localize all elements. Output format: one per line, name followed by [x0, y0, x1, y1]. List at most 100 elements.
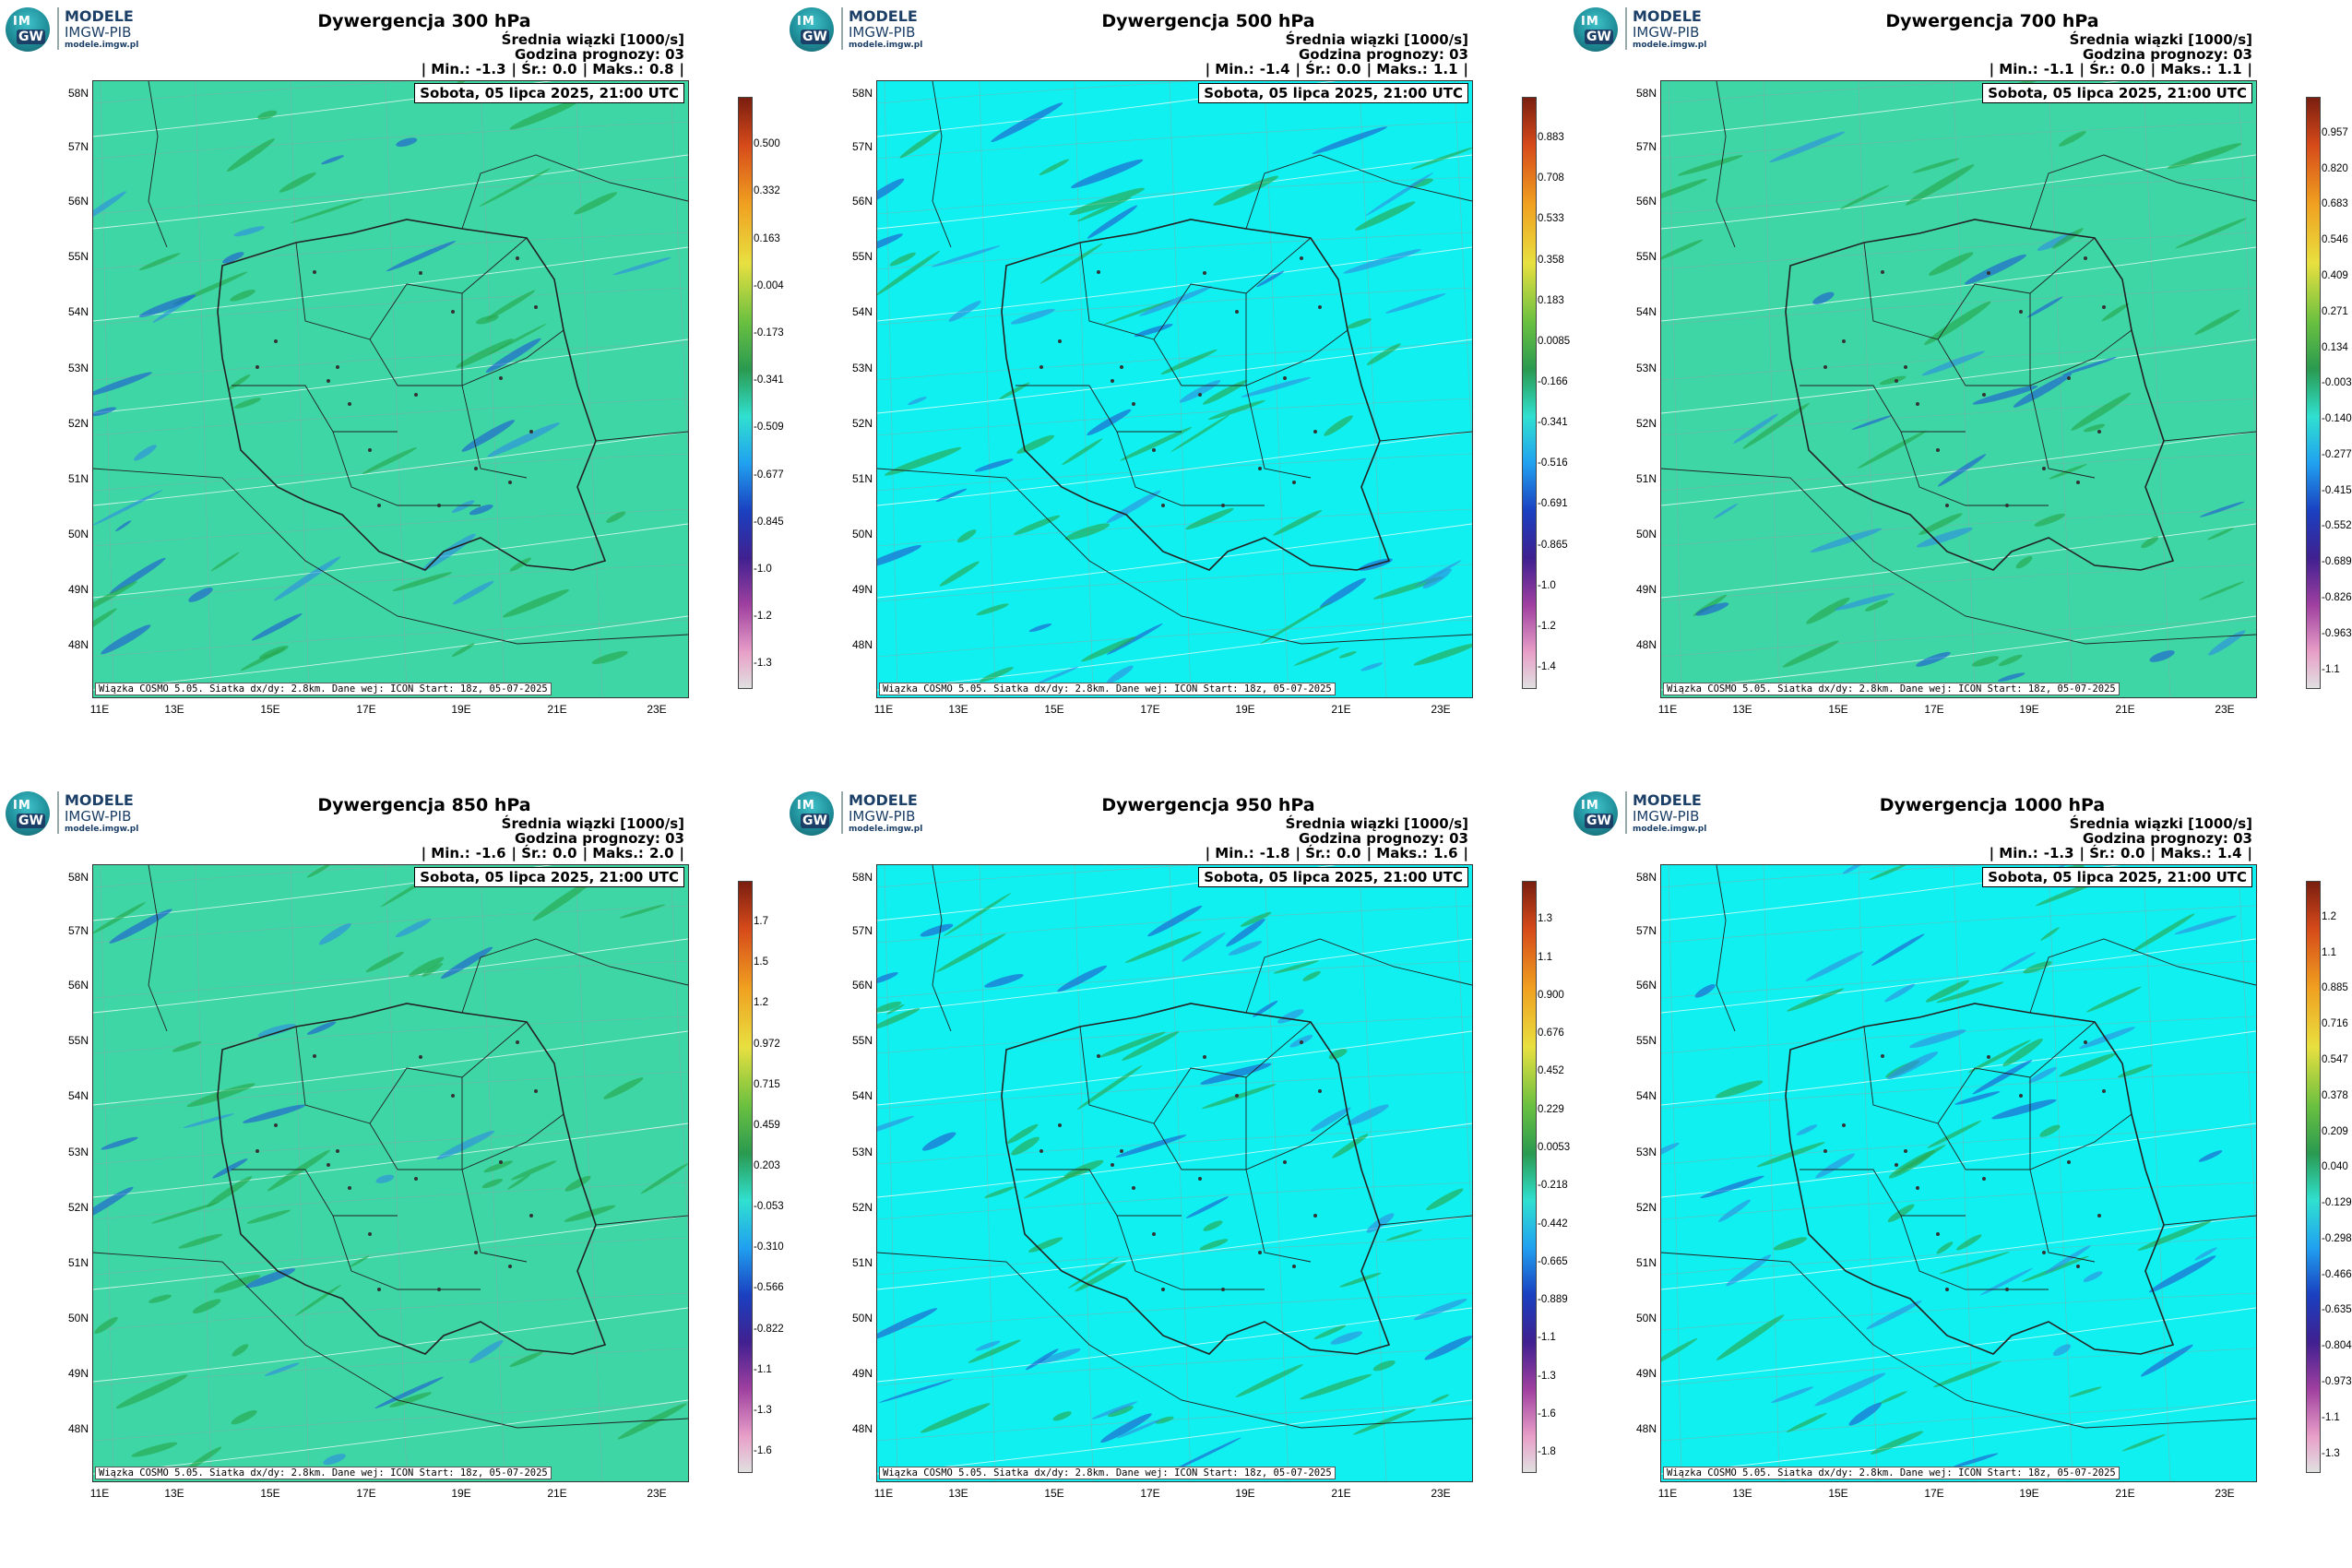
divergence-streak [884, 446, 962, 476]
divergence-streak [2101, 303, 2130, 322]
country-border [93, 1252, 688, 1429]
longitude-label: 17E [356, 1487, 376, 1500]
divergence-streak [1139, 286, 1213, 316]
divergence-streak [230, 290, 255, 302]
latitude-label: 55N [851, 1034, 873, 1047]
graticule-lon [195, 865, 212, 1481]
latitude-label: 48N [67, 1422, 89, 1435]
longitude-label: 17E [1924, 703, 1944, 716]
divergence-streak [1857, 430, 1927, 469]
longitude-label: 19E [2019, 1487, 2039, 1500]
city-marker [1161, 504, 1165, 507]
divergence-streak [1786, 1412, 1827, 1433]
stats-line: | Min.: -1.3 | Śr.: 0.0 | Maks.: 0.8 | [416, 61, 684, 77]
divergence-streak [2131, 913, 2195, 953]
colorbar-label: -0.129 [2322, 1197, 2352, 1209]
latitude-label: 58N [1635, 871, 1657, 884]
city-marker [534, 305, 538, 309]
graticule-lat [877, 1403, 1472, 1442]
city-marker [474, 467, 478, 470]
divergence-streak [1302, 970, 1321, 981]
divergence-streak [469, 505, 493, 516]
city-marker [2084, 1040, 2087, 1044]
colorbar-label: 1.7 [754, 916, 768, 928]
graticule-lon [575, 865, 603, 1481]
colorbar-label: 0.163 [754, 232, 780, 244]
divergence-map: Sobota, 05 lipca 2025, 21:00 UTC Wiązka C… [1660, 864, 2257, 1482]
coastline [148, 865, 168, 1032]
latitude-label: 52N [1635, 417, 1657, 430]
voivodeship-border [1079, 242, 1182, 386]
divergence-streak [2199, 501, 2245, 517]
divergence-streak [1360, 662, 1384, 671]
divergence-streak [2049, 464, 2087, 480]
divergence-streak [1241, 376, 1312, 398]
forecast-panel: IM GW MODELE IMGW-PIB modele.imgw.pl Dywergen… [784, 784, 1570, 1568]
divergence-streak [1385, 293, 1446, 314]
divergence-streak [1347, 1104, 1389, 1126]
voivodeship-border [1937, 1021, 2096, 1124]
logo-line3: modele.imgw.pl [1633, 41, 1707, 50]
latitude-label: 53N [67, 1146, 89, 1158]
divergence-streak [877, 1001, 902, 1013]
divergence-streak [878, 1379, 954, 1403]
colorbar-label: 0.546 [2322, 234, 2348, 246]
country-border [93, 468, 688, 645]
voivodeship-border [1966, 1113, 2132, 1170]
colorbar-label: 0.500 [754, 138, 780, 150]
logo-badge-top: IM [797, 15, 815, 29]
divergence-streak [243, 1104, 306, 1123]
colorbar-label: 0.885 [2322, 982, 2348, 994]
isohypse-line [1661, 1307, 2256, 1383]
latitude-label: 50N [851, 528, 873, 540]
graticule-lon [1763, 865, 1780, 1481]
colorbar-label: -0.298 [2322, 1232, 2352, 1244]
longitude-label: 11E [873, 1487, 894, 1500]
colorbar-label: 0.040 [2322, 1161, 2348, 1173]
divergence-streak [1182, 932, 1226, 962]
divergence-streak [2051, 228, 2084, 249]
divergence-streak [974, 458, 1014, 472]
divergence-streak [1870, 1431, 1924, 1455]
divergence-streak [1999, 952, 2037, 973]
latitude-label: 49N [1635, 1367, 1657, 1380]
colorbar-label: 0.533 [1538, 213, 1564, 225]
city-marker [1198, 393, 1202, 397]
divergence-streak [603, 1077, 644, 1099]
isohypse-line [877, 1030, 1472, 1106]
divergence-streak [1185, 1196, 1229, 1218]
graticule-lat [93, 121, 688, 160]
colorbar-label: -0.973 [2322, 1376, 2352, 1388]
divergence-streak [392, 572, 453, 591]
logo-line1: MODELE [849, 7, 918, 25]
divergence-streak [1971, 656, 2000, 667]
divergence-streak [591, 650, 628, 664]
divergence-streak [1925, 980, 1969, 1003]
divergence-streak [606, 511, 626, 523]
divergence-streak [1010, 308, 1055, 325]
colorbar-label: -1.6 [754, 1444, 772, 1456]
coastline [148, 81, 168, 248]
divergence-streak [232, 1344, 249, 1357]
divergence-streak [226, 138, 275, 172]
divergence-streak [93, 191, 126, 224]
latitude-label: 57N [67, 140, 89, 153]
subtitle-mean: Średnia wiązki [1000/s] [501, 31, 684, 48]
latitude-label: 53N [851, 362, 873, 374]
graticule-lat [93, 453, 688, 492]
divergence-streak [1424, 1336, 1472, 1360]
longitude-label: 11E [873, 703, 894, 716]
isohypse-line [93, 865, 553, 921]
logo-badge-top: IM [13, 15, 31, 29]
subtitle-forecast-hour: Godzina prognozy: 03 [1298, 830, 1468, 847]
divergence-streak [2198, 1150, 2223, 1162]
city-marker [274, 1123, 278, 1127]
colorbar-label: -0.845 [754, 516, 784, 528]
divergence-streak [991, 102, 1063, 143]
divergence-streak [935, 488, 968, 503]
divergence-streak [1965, 254, 2026, 285]
divergence-streak [1087, 409, 1132, 436]
model-info-footer: Wiązka COSMO 5.05. Siatka dx/dy: 2.8km. … [879, 683, 1336, 695]
divergence-streak [1052, 1411, 1072, 1421]
colorbar-label: 0.716 [2322, 1018, 2348, 1030]
